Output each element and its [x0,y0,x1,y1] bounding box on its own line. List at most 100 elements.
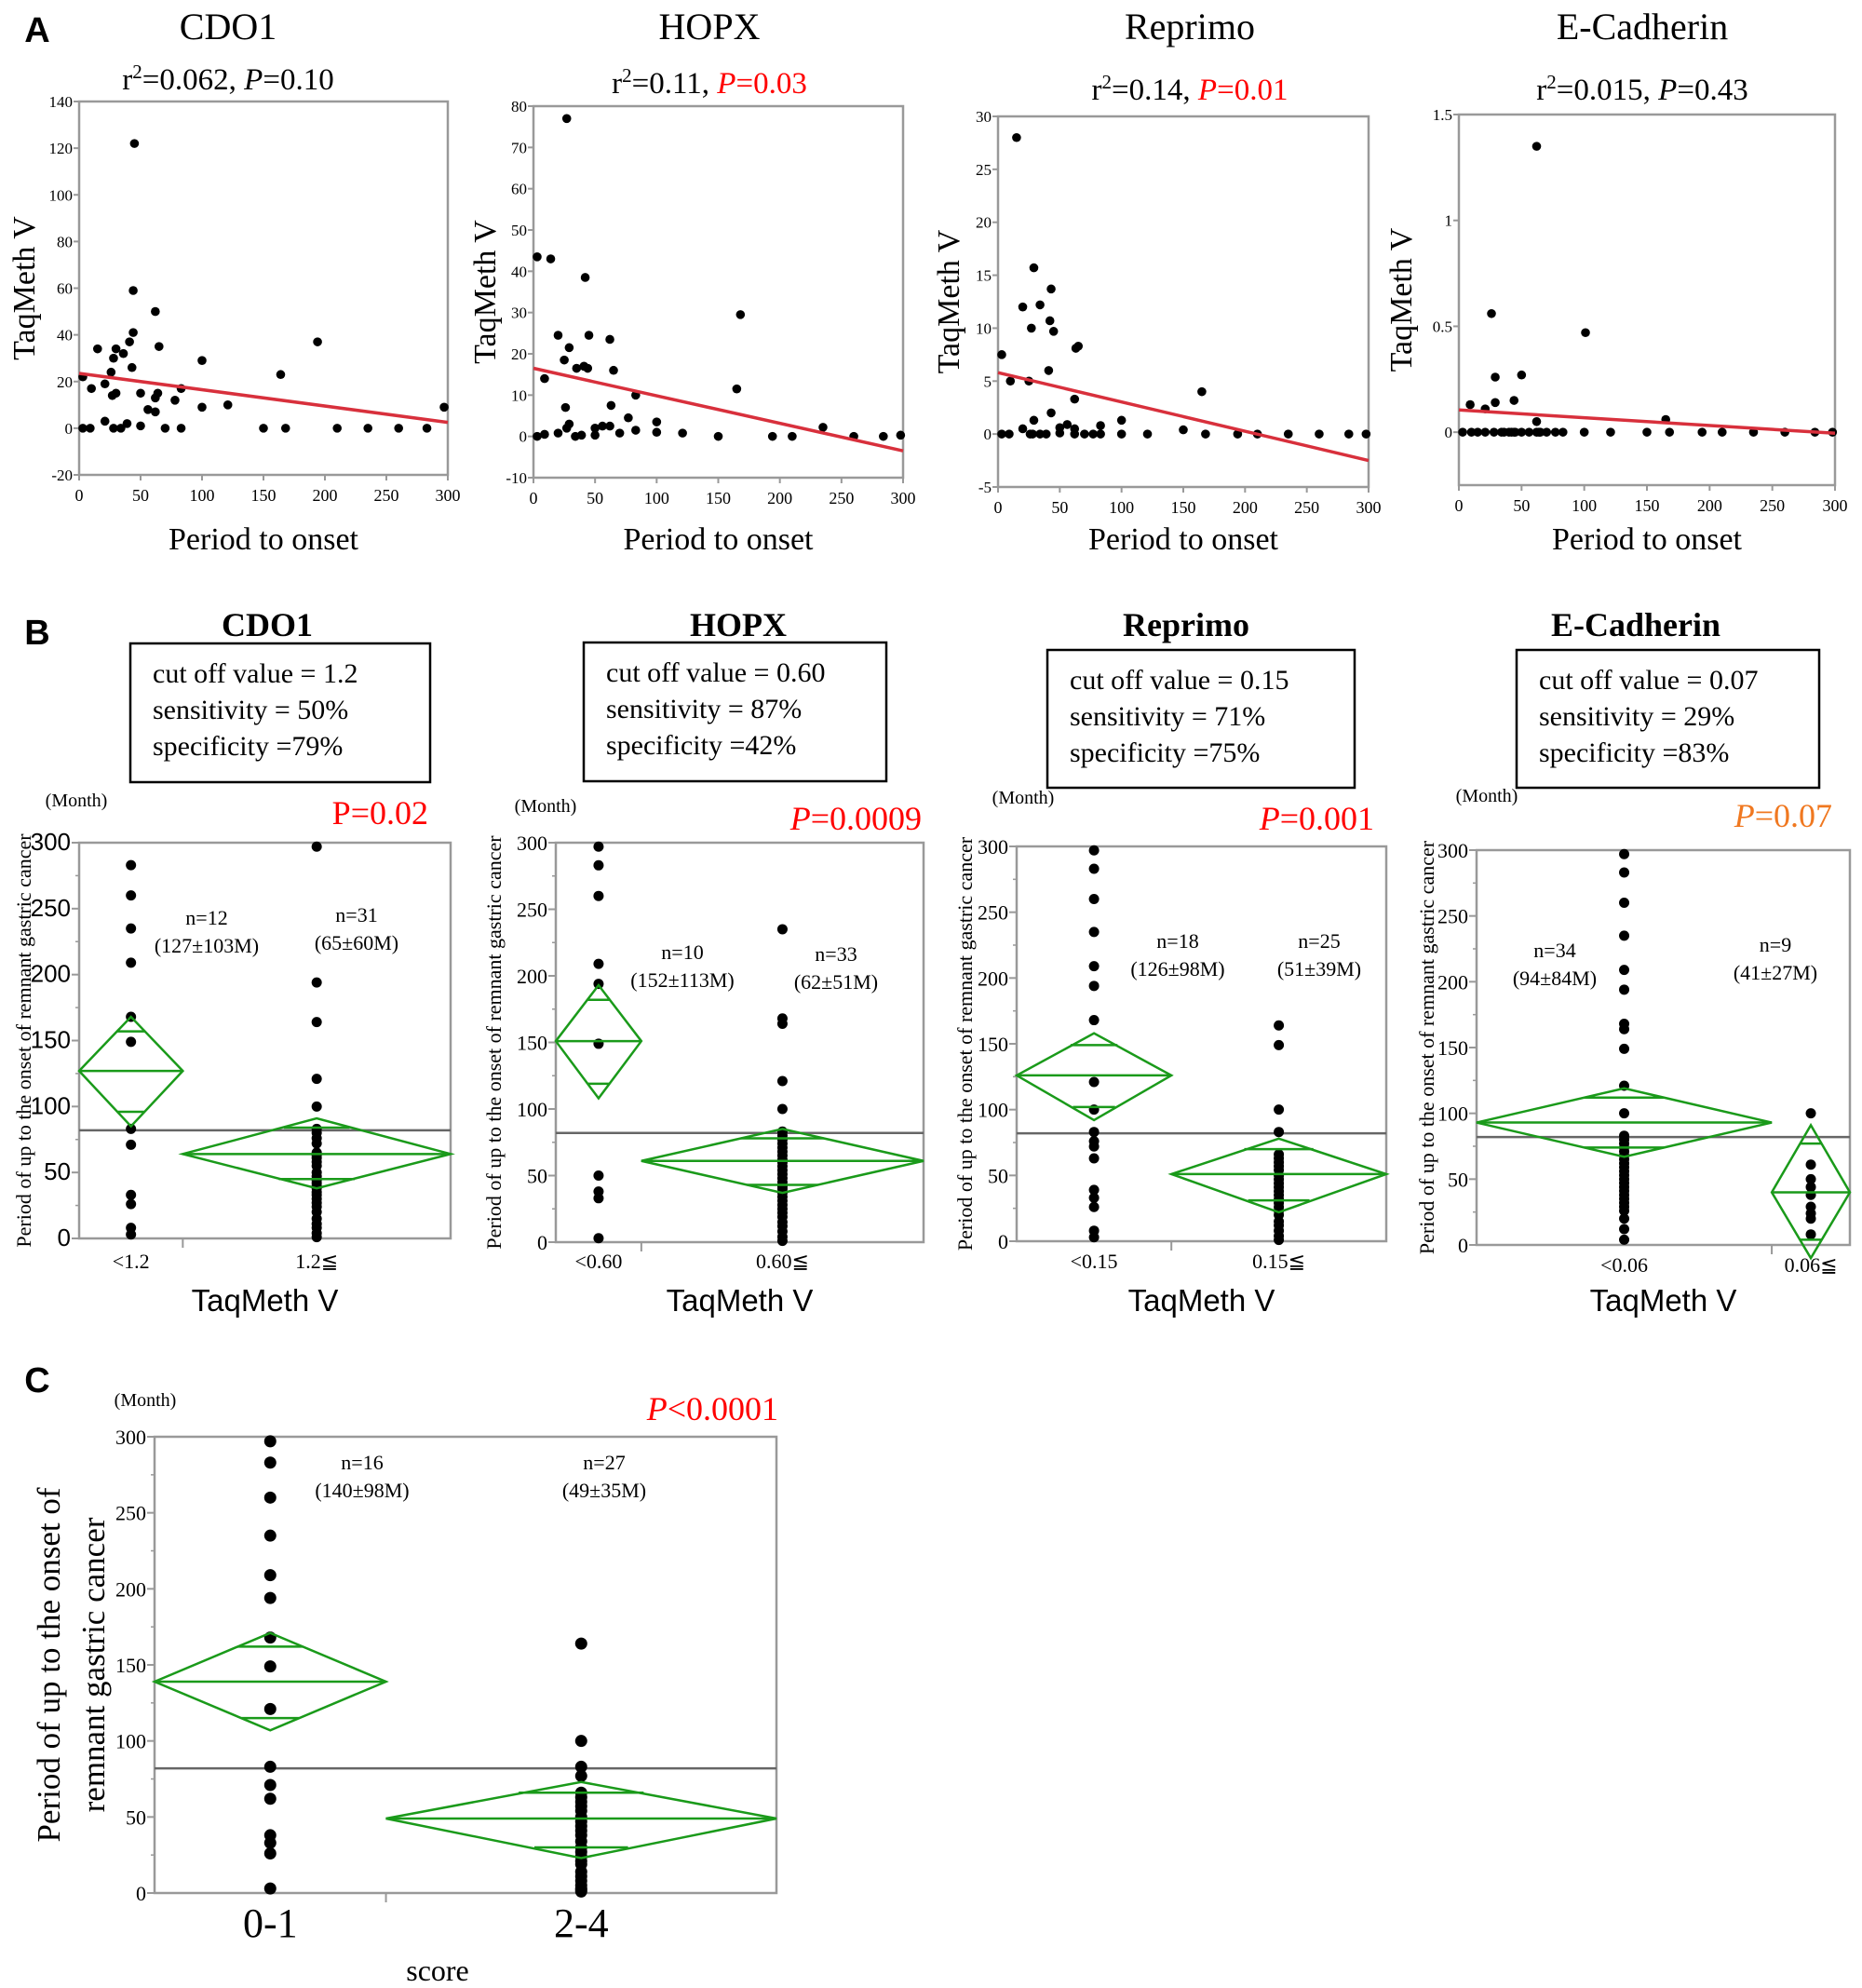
unit-label: (Month) [992,788,1055,808]
data-point [776,1236,788,1247]
data-point [1018,302,1028,312]
data-point [1029,415,1039,426]
info-box-frame [1515,648,1821,790]
data-point [735,310,746,319]
data-point [1805,1229,1816,1240]
chart-title: HOPX [659,6,761,47]
r2-value: =0.015, [1557,74,1658,107]
group-n-label: n=10 [661,940,703,964]
y-tick-label: 40 [511,263,527,280]
data-point [1274,1127,1285,1138]
x-tick-label: 250 [1760,496,1785,515]
data-point [593,1193,604,1204]
chart-stats: r2=0.062, P=0.10 [122,61,333,97]
info-box-line: cut off value = 0.15 [1070,665,1289,696]
data-point [997,350,1006,359]
y-tick-label: 40 [57,327,73,345]
x-axis-label: TaqMeth V [1590,1283,1737,1318]
y-tick-label: 50 [126,1805,146,1829]
p-symbol: P [1197,74,1217,107]
data-point [1088,429,1098,439]
info-box-frame [1046,648,1356,790]
p-symbol: P [332,794,351,832]
y-tick-label: 150 [1437,1036,1468,1060]
data-point [126,957,137,968]
y-tick-label: 150 [31,1026,71,1054]
y-tick-label: 60 [57,280,73,298]
data-point [1619,984,1630,995]
r-symbol: r [1536,74,1546,107]
x-axis-label: Period to onset [1088,522,1279,557]
data-point [564,419,574,429]
data-point [584,331,594,340]
data-point [1283,429,1293,439]
x-tick-label: 250 [829,489,854,507]
data-point [776,1018,788,1029]
data-point [1619,1023,1630,1035]
info-box-frame [582,641,888,783]
data-point [1005,429,1014,439]
r2-value: =0.062, [142,63,244,97]
data-point [1458,427,1467,437]
data-point [263,1702,277,1715]
data-point [276,370,286,380]
x-axis-label: TaqMeth V [192,1283,339,1318]
data-point [576,430,587,440]
p-symbol: P [716,67,735,101]
x-tick-label: 150 [706,489,731,507]
cutoff-info-box: cut off value = 1.2 sensitivity = 50% spec… [128,642,432,784]
data-point [1531,416,1542,426]
group-n-label: n=31 [335,903,377,926]
data-point [155,342,164,351]
data-point [1116,415,1127,426]
y-tick-label: -10 [506,469,527,487]
x-tick-label: 0 [530,489,538,507]
chart-stats: r2=0.11, P=0.03 [612,64,807,101]
x-tick-label: 300 [436,486,461,505]
x-tick-label: 250 [374,486,399,505]
data-point [263,1836,277,1849]
r-symbol: r [1092,74,1102,107]
data-point [598,421,607,431]
group-summary-label: (51±39M) [1277,957,1361,980]
group-summary-label: (49±35M) [562,1479,646,1502]
data-point [1579,427,1589,437]
data-point [86,424,95,433]
data-point [1045,316,1055,326]
data-point [605,334,614,345]
data-point [127,362,137,372]
data-point [732,384,742,394]
info-box-line: cut off value = 0.60 [606,657,825,688]
data-point [1088,1076,1100,1088]
p-value: =0.01 [1217,74,1288,107]
data-point [1070,429,1080,439]
y-tick-label: 30 [511,304,527,322]
y-tick-label: 200 [978,967,1008,990]
data-point [93,344,102,354]
chart-title: E-Cadherin [1551,606,1720,643]
group-summary-label: (94±84M) [1513,967,1597,990]
y-tick-label: 100 [49,186,74,204]
p-value: =0.02 [351,794,428,832]
data-point [1517,427,1527,437]
data-point [1046,408,1056,418]
panel-label-b: B [24,614,49,653]
category-label: <0.06 [1600,1253,1648,1277]
r-exponent: 2 [1102,71,1113,93]
data-point [170,396,180,405]
data-point [609,365,618,375]
group-n-label: n=12 [185,906,227,929]
p-symbol: P [1657,74,1677,107]
y-tick-label: 25 [976,161,992,179]
data-point [118,348,128,358]
category-label: <1.2 [113,1250,150,1273]
data-point [263,1882,277,1895]
y-tick-label: 300 [517,832,547,855]
y-tick-label: 0 [1445,424,1453,441]
y-tick-label: 250 [1437,905,1468,928]
data-point [1619,898,1630,909]
data-point [126,1198,137,1210]
cutoff-info-box: cut off value = 0.15 sensitivity = 71% spe… [1046,648,1356,790]
